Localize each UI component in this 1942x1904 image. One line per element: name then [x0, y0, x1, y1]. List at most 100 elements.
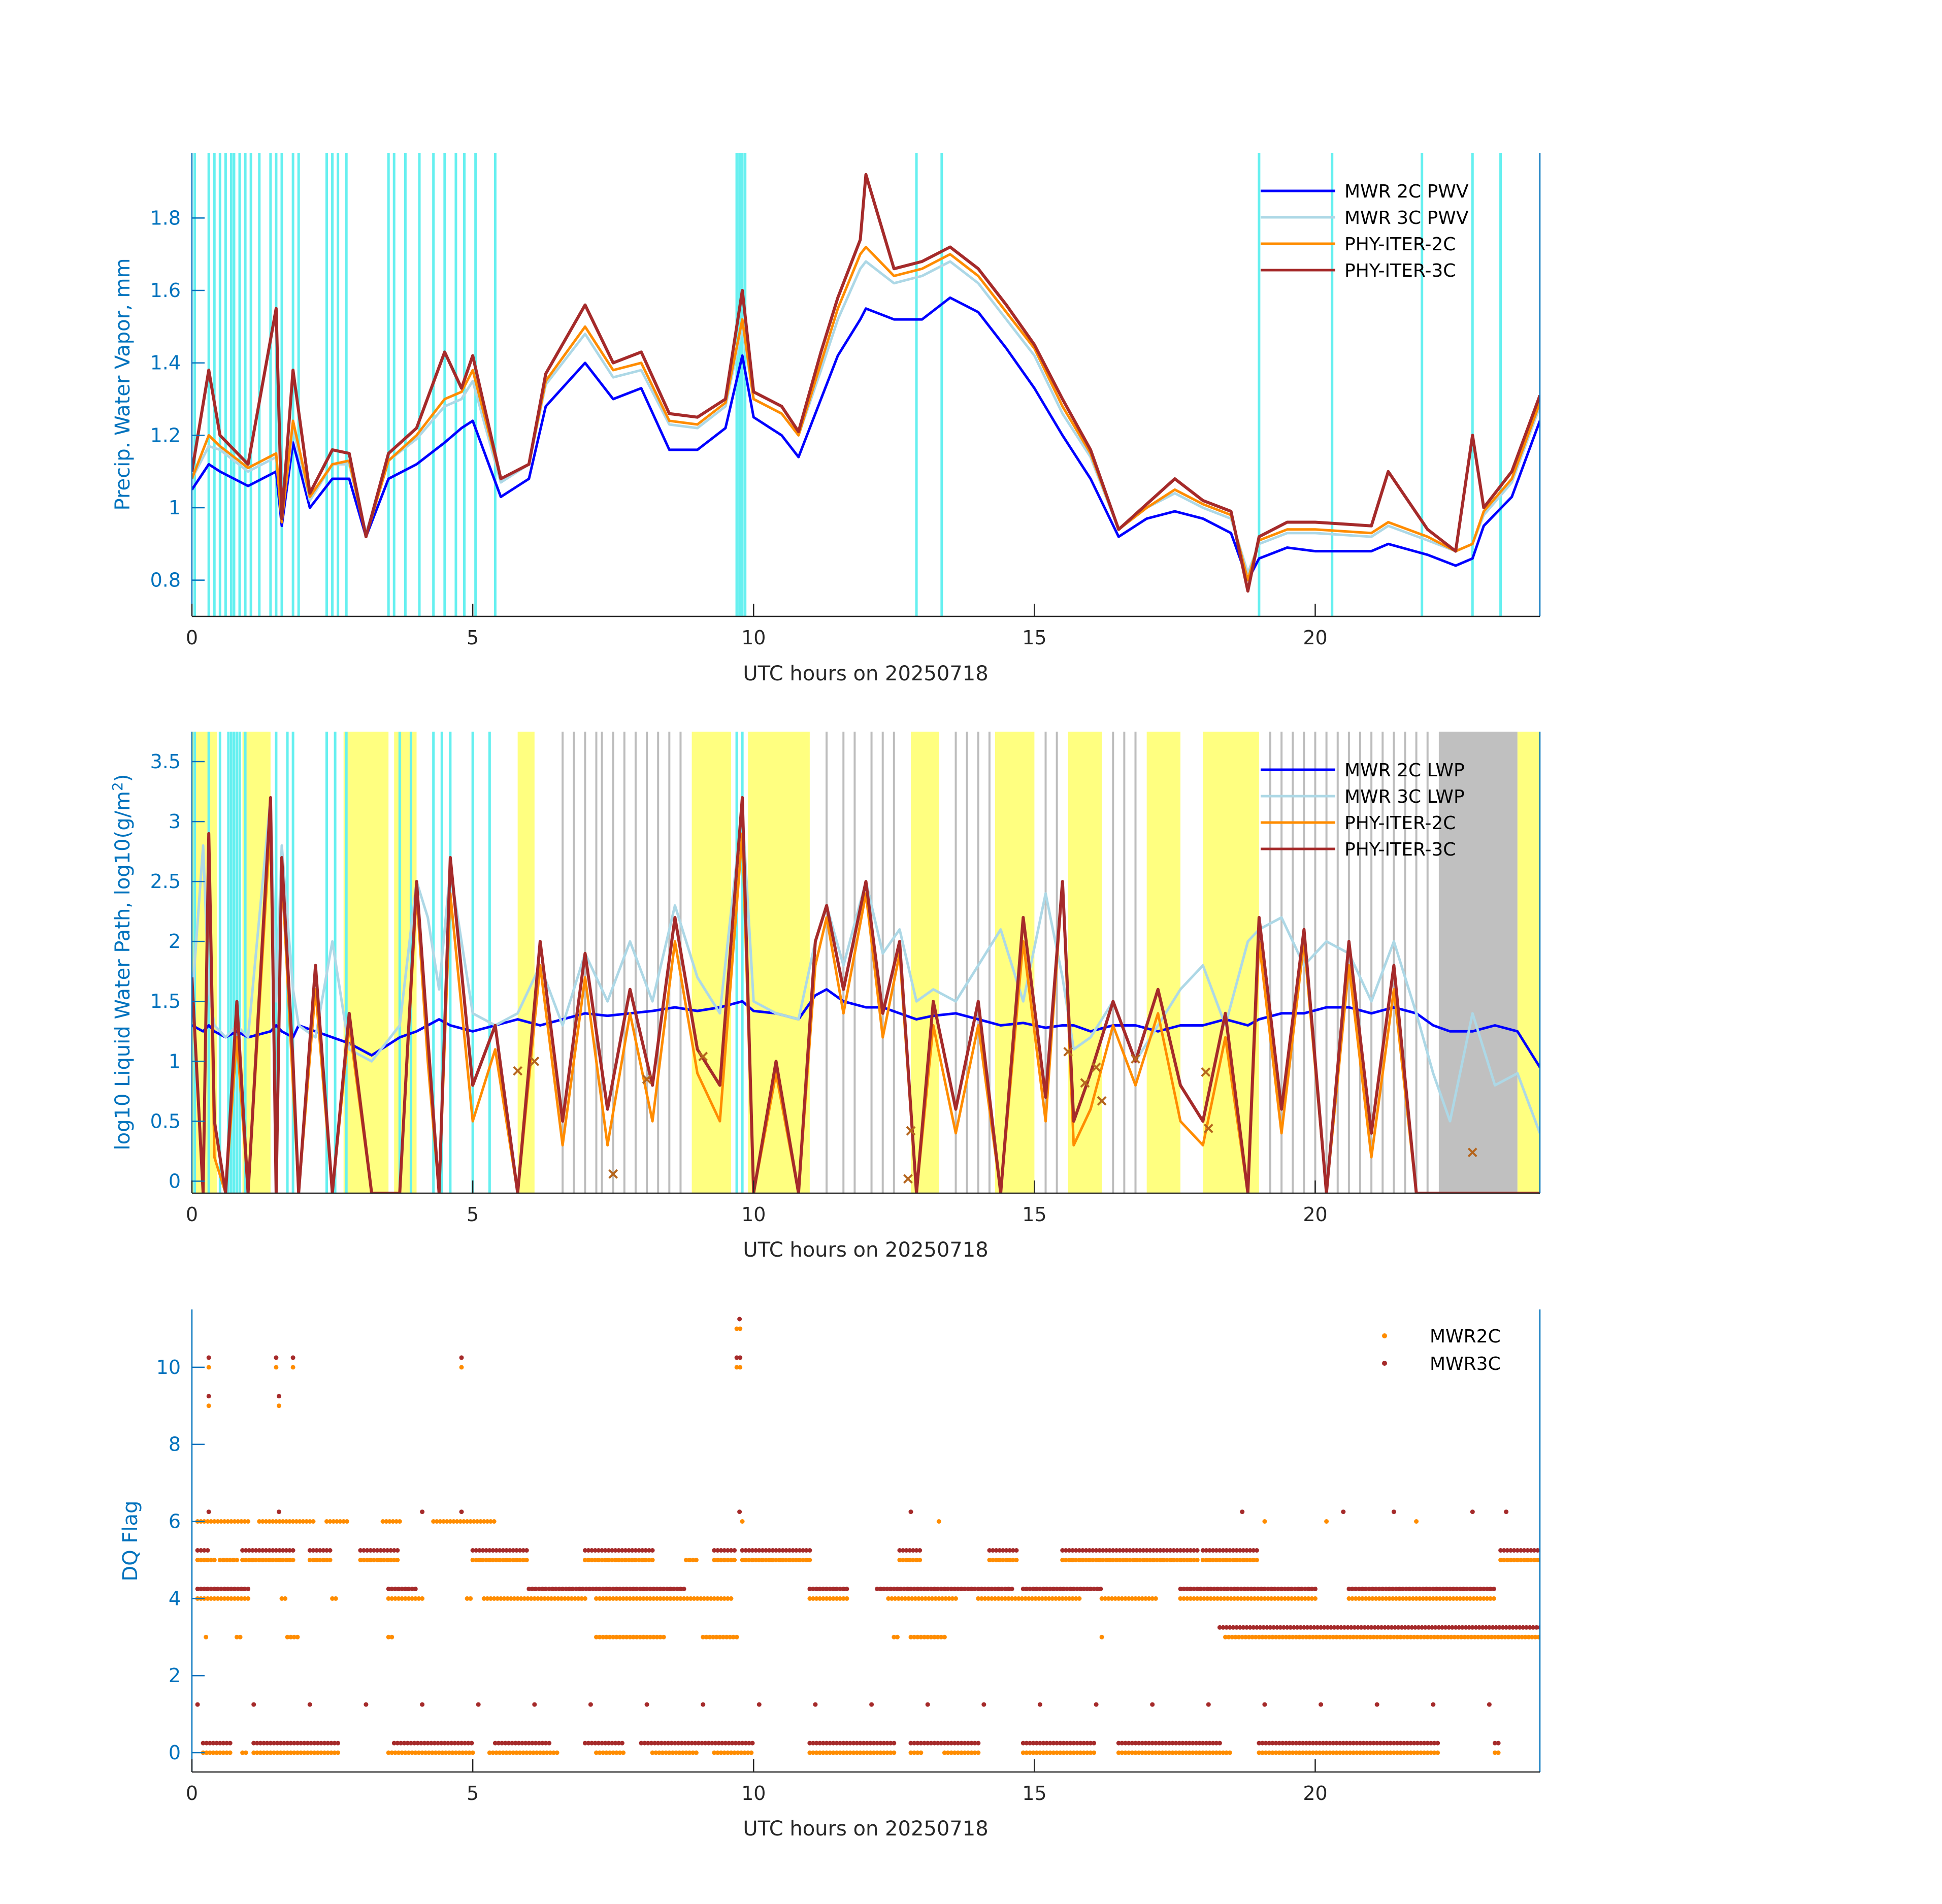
dq-point-mwr2c: [996, 1596, 1001, 1601]
dq-point-mwr3c: [794, 1548, 799, 1553]
dq-point-mwr2c: [910, 1558, 915, 1562]
dq-point-mwr2c: [389, 1596, 394, 1601]
dq-point-mwr2c: [1215, 1596, 1220, 1601]
dq-point-mwr2c: [1187, 1750, 1192, 1755]
dq-point-mwr3c: [1207, 1741, 1212, 1746]
dq-point-mwr3c: [1211, 1586, 1216, 1591]
dq-point-mwr2c: [1431, 1596, 1436, 1601]
dq-point-mwr3c: [1383, 1625, 1388, 1630]
dq-point-mwr3c: [1458, 1586, 1463, 1591]
dq-point-mwr2c: [1195, 1558, 1200, 1562]
series-line-mwr-2c-pwv: [192, 296, 1540, 582]
dq-point-mwr2c: [1411, 1634, 1417, 1639]
dq-point-mwr3c: [628, 1586, 633, 1591]
dq-point-mwr3c: [1204, 1548, 1209, 1553]
dq-point-mwr2c: [1200, 1558, 1205, 1562]
dq-point-mwr3c: [780, 1548, 785, 1553]
dq-point-mwr2c: [997, 1558, 1002, 1562]
dq-point-mwr2c: [1016, 1596, 1021, 1601]
dq-point-mwr2c: [1171, 1558, 1176, 1562]
dq-point-mwr2c: [207, 1750, 212, 1755]
dq-point-mwr2c: [1267, 1634, 1272, 1639]
dq-point-mwr2c: [365, 1558, 370, 1562]
dq-point-mwr2c: [1104, 1558, 1109, 1562]
dq-point-mwr3c: [621, 1586, 626, 1591]
dq-point-mwr3c: [1206, 1702, 1211, 1707]
dq-point-mwr3c: [1190, 1741, 1195, 1746]
dq-point-mwr3c: [1221, 1548, 1226, 1553]
dq-point-mwr2c: [440, 1750, 445, 1755]
dq-point-mwr2c: [1350, 1596, 1355, 1601]
dq-point-mwr3c: [630, 1548, 635, 1553]
dq-point-mwr2c: [240, 1750, 245, 1755]
dq-point-mwr3c: [661, 1586, 666, 1591]
dq-point-mwr2c: [644, 1634, 649, 1639]
dq-point-mwr2c: [1341, 1750, 1346, 1755]
dq-point-mwr2c: [1071, 1750, 1076, 1755]
dq-point-mwr3c: [904, 1548, 909, 1553]
dq-point-mwr3c: [1395, 1741, 1400, 1746]
dq-point-mwr3c: [550, 1586, 555, 1591]
dq-point-mwr3c: [497, 1548, 502, 1553]
dq-point-mwr3c: [195, 1586, 200, 1591]
dq-point-mwr2c: [1373, 1596, 1378, 1601]
dq-point-mwr2c: [1398, 1750, 1403, 1755]
series-line-phy-iter-3c: [192, 796, 1540, 1193]
dq-point-mwr2c: [1214, 1558, 1219, 1562]
dq-point-mwr2c: [497, 1558, 502, 1562]
dq-point-mwr3c: [623, 1548, 628, 1553]
dq-point-mwr3c: [831, 1586, 836, 1591]
dq-point-mwr2c: [814, 1750, 819, 1755]
dq-point-mwr2c: [721, 1634, 726, 1639]
dq-point-mwr3c: [932, 1741, 937, 1746]
dq-point-mwr2c: [518, 1596, 523, 1601]
dq-point-mwr3c: [455, 1741, 460, 1746]
dq-point-mwr3c: [1288, 1625, 1293, 1630]
dq-point-mwr3c: [1237, 1548, 1242, 1553]
dq-point-mwr2c: [930, 1596, 935, 1601]
dq-point-mwr3c: [1028, 1586, 1032, 1591]
dq-point-mwr2c: [667, 1750, 672, 1755]
dq-point-mwr3c: [577, 1586, 582, 1591]
dq-point-mwr3c: [1214, 1548, 1219, 1553]
dq-point-mwr2c: [453, 1750, 458, 1755]
dq-point-mwr3c: [307, 1702, 312, 1707]
dq-point-mwr2c: [665, 1596, 670, 1601]
dq-point-mwr3c: [1394, 1586, 1399, 1591]
dq-point-mwr2c: [238, 1634, 243, 1639]
dq-point-mwr2c: [1458, 1596, 1463, 1601]
dq-point-mwr3c: [848, 1741, 852, 1746]
dq-point-mwr3c: [584, 1586, 589, 1591]
dq-point-mwr2c: [358, 1558, 363, 1562]
lwp-xlabel: UTC hours on 20250718: [743, 1238, 988, 1262]
dq-point-mwr3c: [1007, 1548, 1012, 1553]
dq-point-mwr3c: [729, 1548, 734, 1553]
dq-point-mwr2c: [502, 1596, 507, 1601]
dq-point-mwr3c: [514, 1548, 519, 1553]
dq-point-mwr2c: [288, 1634, 293, 1639]
dq-point-mwr3c: [484, 1548, 489, 1553]
dq-point-mwr3c: [1321, 1741, 1326, 1746]
dq-point-mwr2c: [460, 1750, 465, 1755]
dq-point-mwr2c: [1192, 1558, 1196, 1562]
dq-point-mwr2c: [607, 1634, 612, 1639]
dq-point-mwr2c: [542, 1596, 547, 1601]
dq-point-mwr3c: [312, 1741, 317, 1746]
dq-point-mwr2c: [231, 1558, 236, 1562]
dq-point-mwr2c: [1297, 1750, 1302, 1755]
dq-point-mwr3c: [1304, 1741, 1309, 1746]
dq-point-mwr3c: [1367, 1586, 1372, 1591]
dq-point-mwr3c: [420, 1509, 425, 1515]
dq-point-mwr2c: [1341, 1634, 1346, 1639]
dq-point-mwr2c: [1371, 1750, 1376, 1755]
dq-point-mwr2c: [1200, 1750, 1205, 1755]
dq-point-mwr3c: [480, 1548, 485, 1553]
dq-point-mwr2c: [1235, 1596, 1240, 1601]
dq-point-mwr3c: [364, 1702, 369, 1707]
dq-point-mwr2c: [807, 1750, 812, 1755]
dq-point-mwr2c: [279, 1596, 284, 1601]
dq-point-mwr2c: [1299, 1596, 1304, 1601]
dq-point-mwr2c: [1026, 1596, 1031, 1601]
dq-point-mwr3c: [1092, 1586, 1097, 1591]
dq-point-mwr2c: [1380, 1596, 1385, 1601]
